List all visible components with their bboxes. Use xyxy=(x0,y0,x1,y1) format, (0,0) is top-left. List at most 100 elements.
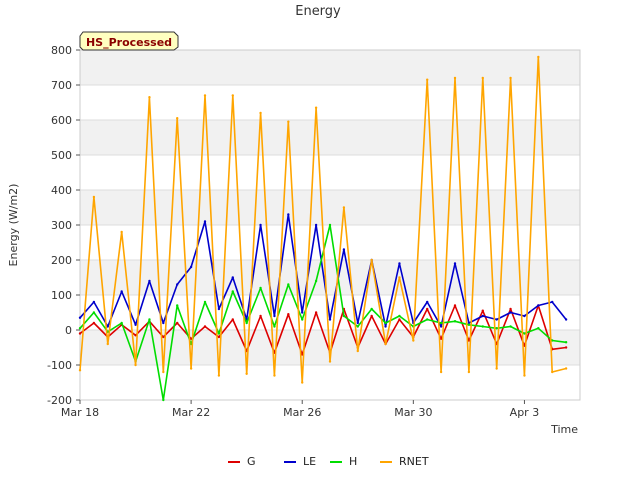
data-point xyxy=(273,314,276,318)
data-point xyxy=(120,321,123,325)
data-point xyxy=(120,290,123,293)
data-point xyxy=(426,307,429,311)
data-point xyxy=(384,321,387,325)
data-point xyxy=(134,323,137,326)
data-point xyxy=(259,314,262,318)
data-point xyxy=(453,76,457,80)
data-point xyxy=(467,370,471,374)
data-point xyxy=(92,195,96,199)
data-point xyxy=(564,346,568,349)
plot-band xyxy=(80,50,580,85)
data-point xyxy=(398,314,401,318)
data-point xyxy=(217,307,221,311)
data-point xyxy=(509,325,512,328)
data-point xyxy=(398,276,401,279)
data-point xyxy=(537,327,540,330)
data-point xyxy=(509,307,512,311)
data-point xyxy=(370,258,373,262)
data-point xyxy=(328,360,332,363)
data-point xyxy=(537,304,540,307)
data-point xyxy=(495,367,498,370)
data-point xyxy=(453,320,457,323)
data-point xyxy=(148,318,151,321)
data-point xyxy=(509,76,512,80)
data-point xyxy=(259,286,262,290)
y-tick-label: 200 xyxy=(51,254,72,267)
data-point xyxy=(314,106,318,109)
y-tick-label: 600 xyxy=(51,114,72,127)
data-point xyxy=(273,325,276,328)
legend-label: H xyxy=(349,455,357,468)
data-point xyxy=(287,120,290,123)
data-point xyxy=(259,223,262,227)
data-point xyxy=(92,311,96,314)
x-axis-label: Time xyxy=(550,423,578,436)
badge-label: HS_Processed xyxy=(86,36,172,49)
data-point xyxy=(217,335,221,339)
data-point xyxy=(106,342,109,346)
x-axis-ticks: Mar 18 Mar 22 Mar 26 Mar 30 Apr 3 xyxy=(61,400,539,419)
data-point xyxy=(176,117,179,120)
data-point xyxy=(189,337,193,340)
data-point xyxy=(398,262,401,265)
y-axis-ticks: -200 -100 0 100 200 300 400 500 600 700 800 xyxy=(47,44,80,407)
data-point xyxy=(314,279,318,283)
data-point xyxy=(78,332,82,335)
y-tick-label: 800 xyxy=(51,44,72,57)
x-tick-label: Mar 30 xyxy=(394,406,432,419)
legend: G LE H RNET xyxy=(228,455,429,468)
data-point xyxy=(564,367,568,370)
data-point xyxy=(301,381,304,384)
data-point xyxy=(231,318,234,321)
y-tick-label: 300 xyxy=(51,219,72,232)
data-point xyxy=(439,370,443,374)
y-tick-label: -200 xyxy=(47,394,72,407)
data-point xyxy=(162,335,165,339)
data-point xyxy=(398,318,401,321)
data-point xyxy=(162,370,165,374)
data-point xyxy=(439,325,443,328)
y-axis-label: Energy (W/m2) xyxy=(7,184,20,267)
data-point xyxy=(412,339,415,342)
data-point xyxy=(231,94,234,97)
plot-band xyxy=(80,190,580,225)
legend-item-g: G xyxy=(228,455,256,468)
data-point xyxy=(176,304,179,307)
data-point xyxy=(162,321,165,325)
x-tick-label: Mar 26 xyxy=(283,406,321,419)
data-point xyxy=(439,321,443,325)
data-point xyxy=(189,265,193,269)
chart-title: Energy xyxy=(295,4,341,19)
data-point xyxy=(203,220,207,223)
data-point xyxy=(217,332,221,335)
data-point xyxy=(314,223,318,227)
y-tick-label: 400 xyxy=(51,184,72,197)
series-rnet xyxy=(78,55,568,384)
data-point xyxy=(481,309,484,312)
data-point xyxy=(523,314,526,318)
data-point xyxy=(162,398,165,402)
data-point xyxy=(551,300,554,304)
data-point xyxy=(148,96,151,99)
data-point xyxy=(92,321,96,325)
data-point xyxy=(370,314,373,318)
y-tick-label: 500 xyxy=(51,149,72,162)
data-point xyxy=(523,374,526,377)
series-layer xyxy=(78,55,568,402)
x-tick-label: Apr 3 xyxy=(510,406,540,419)
data-point xyxy=(537,55,540,59)
data-point xyxy=(356,325,359,328)
data-point xyxy=(78,327,82,330)
data-point xyxy=(301,318,304,321)
x-tick-label: Mar 18 xyxy=(61,406,99,419)
data-point xyxy=(148,279,151,283)
series-line-h xyxy=(79,224,567,401)
data-point xyxy=(203,94,207,97)
data-point xyxy=(481,325,484,328)
data-point xyxy=(231,276,234,279)
data-point xyxy=(189,367,193,370)
x-tick-label: Mar 22 xyxy=(172,406,210,419)
data-point xyxy=(509,311,512,314)
data-point xyxy=(231,290,234,293)
